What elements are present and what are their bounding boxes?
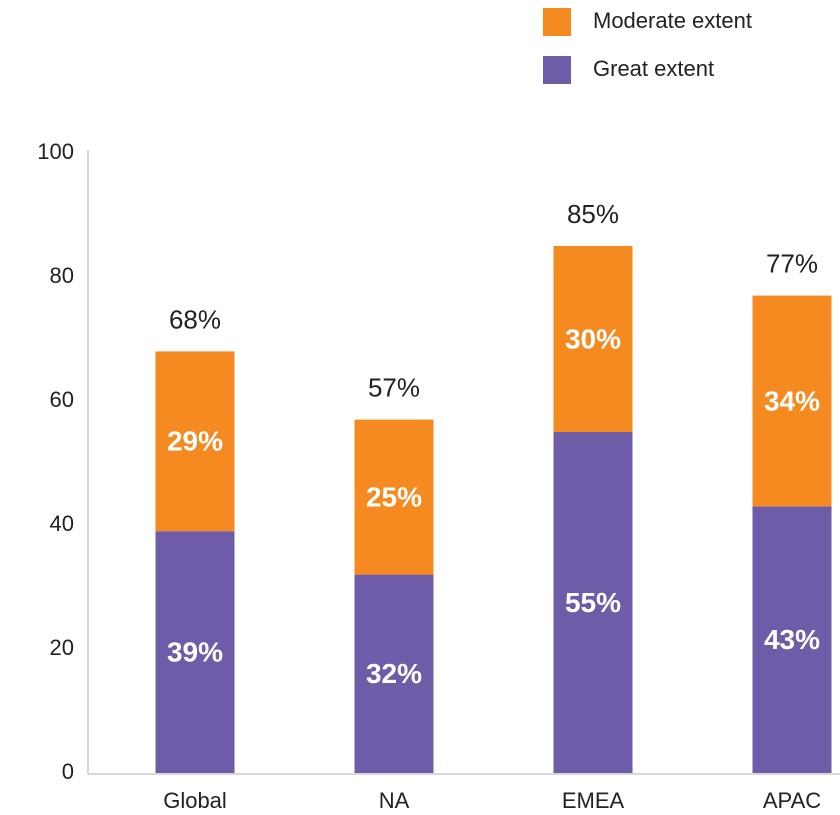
x-tick-label: Global [163, 788, 227, 813]
legend-swatch [543, 8, 571, 36]
bar-segment [553, 246, 633, 432]
legend-swatch [543, 56, 571, 84]
segment-label: 34% [764, 385, 820, 416]
y-tick-label: 80 [50, 263, 74, 288]
y-tick-label: 20 [50, 635, 74, 660]
y-tick-label: 60 [50, 387, 74, 412]
bar-segment [752, 295, 832, 507]
y-tick-label: 100 [37, 139, 74, 164]
y-tick-label: 0 [62, 759, 74, 784]
segment-label: 39% [167, 636, 223, 667]
bar-segment [553, 432, 633, 773]
x-tick-label: NA [379, 788, 410, 813]
segment-label: 32% [366, 658, 422, 689]
bar-segment [155, 351, 235, 532]
bar-segment [354, 419, 434, 575]
total-label: 77% [766, 248, 818, 278]
bar-segment [155, 531, 235, 773]
legend-label: Great extent [593, 56, 714, 81]
segment-label: 55% [565, 587, 621, 618]
x-tick-label: APAC [763, 788, 821, 813]
total-label: 85% [567, 199, 619, 229]
segment-label: 30% [565, 323, 621, 354]
segment-label: 43% [764, 624, 820, 655]
x-tick-label: EMEA [562, 788, 625, 813]
total-label: 68% [169, 304, 221, 334]
segment-label: 25% [366, 481, 422, 512]
total-label: 57% [368, 372, 420, 402]
bar-segment [354, 574, 434, 773]
segment-label: 29% [167, 426, 223, 457]
bar-segment [752, 506, 832, 773]
legend-label: Moderate extent [593, 8, 752, 33]
y-tick-label: 40 [50, 511, 74, 536]
